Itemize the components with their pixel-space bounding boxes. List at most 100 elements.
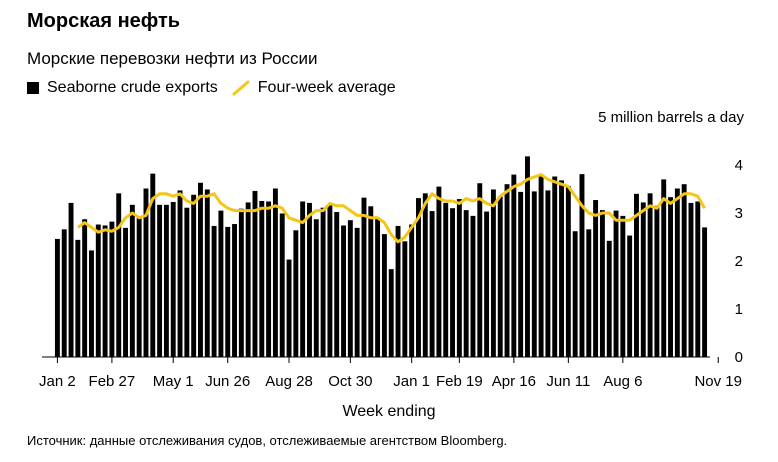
export-bar xyxy=(559,180,564,357)
export-bar xyxy=(75,239,81,357)
export-bar xyxy=(198,182,203,357)
export-bar xyxy=(538,176,544,357)
export-bar xyxy=(681,184,687,357)
export-bar xyxy=(123,227,128,357)
export-bar xyxy=(334,212,340,357)
export-bar xyxy=(586,229,592,357)
x-axis-title: Week ending xyxy=(342,403,436,420)
export-bar xyxy=(572,231,578,357)
export-bar xyxy=(266,201,272,357)
export-bar xyxy=(170,201,176,357)
export-bar xyxy=(341,225,346,357)
export-bar xyxy=(640,202,646,357)
export-bar xyxy=(565,186,571,357)
export-bar xyxy=(150,173,156,357)
export-bar xyxy=(429,211,435,357)
legend-line-label: Four-week average xyxy=(257,79,396,96)
export-bar xyxy=(504,184,510,357)
export-bar xyxy=(463,210,469,357)
export-bar xyxy=(381,234,387,357)
x-tick-label: Oct 30 xyxy=(328,373,372,390)
export-bar xyxy=(395,225,401,357)
export-bar xyxy=(531,191,537,357)
export-bar xyxy=(313,219,319,357)
export-bar xyxy=(422,193,428,357)
y-tick-label: 2 xyxy=(735,253,743,270)
y-tick-label: 4 xyxy=(735,157,743,174)
export-bar xyxy=(606,240,612,357)
export-bar xyxy=(354,227,360,357)
export-bar xyxy=(232,224,237,357)
export-bar xyxy=(54,238,60,357)
x-tick-label: Feb 27 xyxy=(89,373,136,390)
export-bar xyxy=(647,193,653,357)
export-bar xyxy=(368,206,374,357)
export-bar xyxy=(599,210,605,357)
export-bar xyxy=(102,225,108,357)
average-line-group xyxy=(76,173,706,244)
x-tick-label: Apr 16 xyxy=(492,373,536,390)
export-bar xyxy=(109,221,115,357)
legend-line-swatch xyxy=(232,80,250,96)
export-bar xyxy=(184,207,190,357)
x-tick-label: Feb 19 xyxy=(436,373,483,390)
export-bar xyxy=(320,207,326,357)
export-bar xyxy=(702,227,708,357)
export-bar xyxy=(286,259,292,357)
export-bar xyxy=(300,201,306,357)
export-bar xyxy=(163,204,169,357)
export-bar xyxy=(552,176,558,357)
export-bar xyxy=(347,220,353,357)
export-bar xyxy=(627,235,633,357)
export-bar xyxy=(259,201,265,357)
export-bar xyxy=(82,219,88,357)
export-bar xyxy=(634,193,639,357)
export-bar xyxy=(497,196,503,357)
export-bar xyxy=(327,204,333,357)
export-bar xyxy=(579,174,585,357)
y-unit-label: 5 million barrels a day xyxy=(598,109,744,126)
export-bar xyxy=(436,186,442,357)
export-bar xyxy=(490,189,496,357)
export-bar xyxy=(654,205,660,357)
export-bar xyxy=(143,188,149,357)
export-bar xyxy=(593,200,599,357)
export-bar xyxy=(116,193,122,357)
export-bar xyxy=(375,218,381,357)
y-tick-label: 1 xyxy=(735,301,743,318)
export-bar xyxy=(545,190,551,357)
export-bar xyxy=(409,224,415,357)
four-week-average-line xyxy=(76,173,706,244)
export-bar xyxy=(361,197,367,357)
export-bar xyxy=(443,202,449,357)
export-bar xyxy=(477,183,483,357)
export-bar xyxy=(456,199,462,357)
x-tick-label: Jan 1 xyxy=(393,373,430,390)
x-tick-label: Aug 6 xyxy=(603,373,642,390)
export-bar xyxy=(279,213,285,357)
export-bar xyxy=(95,224,101,357)
x-tick-label: May 1 xyxy=(153,373,194,390)
export-bar xyxy=(470,215,476,357)
export-bar xyxy=(525,156,530,357)
legend-bar-swatch xyxy=(27,82,39,94)
export-bar xyxy=(252,190,258,357)
export-bar xyxy=(307,202,312,357)
export-bar xyxy=(613,210,619,357)
export-bar xyxy=(484,211,490,357)
export-bar xyxy=(511,174,517,357)
export-bar xyxy=(61,229,67,357)
export-bar xyxy=(388,269,394,357)
export-bar xyxy=(68,202,74,357)
export-bar xyxy=(89,250,94,357)
export-bar xyxy=(402,241,408,357)
export-bar xyxy=(136,218,142,357)
export-bar xyxy=(272,188,278,357)
x-tick-label: Jun 26 xyxy=(205,373,250,390)
bars-group xyxy=(54,156,708,357)
y-tick-label: 3 xyxy=(735,205,743,222)
export-bar xyxy=(661,179,667,357)
chart-title: Морская нефть xyxy=(27,10,181,32)
chart-subtitle: Морские перевозки нефти из России xyxy=(27,49,318,68)
